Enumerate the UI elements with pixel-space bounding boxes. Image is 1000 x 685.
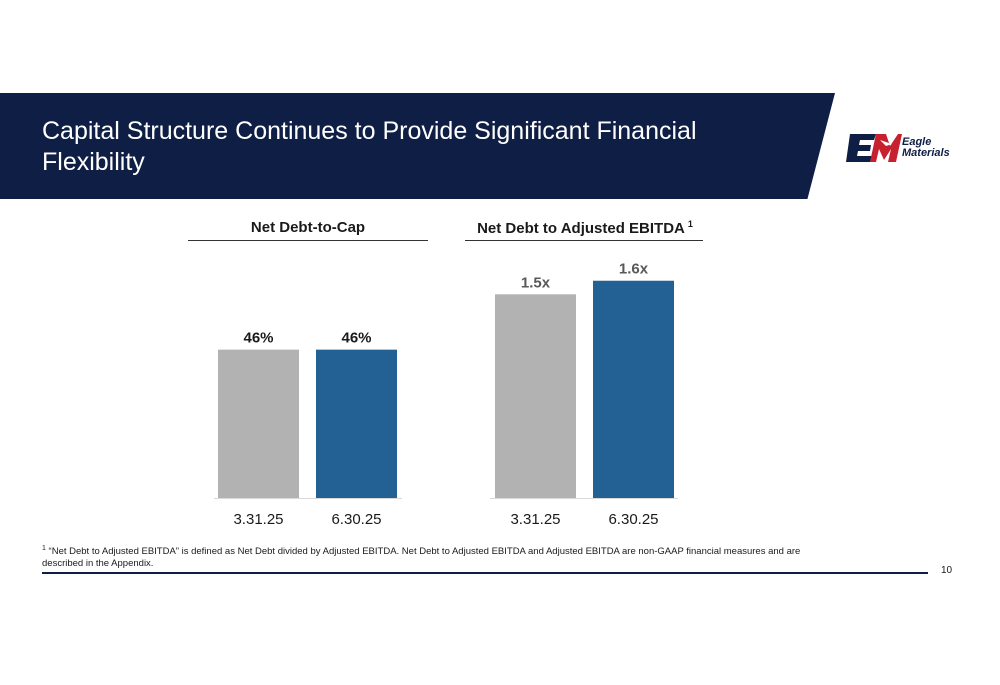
x-tick-label: 3.31.25 (233, 511, 283, 528)
eagle-materials-logo (846, 134, 902, 162)
chart-title-net-debt-to-cap: Net Debt-to-Cap (188, 219, 428, 236)
chart-title-underline (188, 240, 428, 241)
page-title: Capital Structure Continues to Provide S… (42, 117, 697, 176)
chart-title-underline (465, 240, 703, 241)
x-tick-label: 6.30.25 (608, 511, 658, 528)
data-label: 1.6x (619, 261, 649, 278)
data-label: 46% (341, 330, 371, 347)
bar (593, 280, 674, 498)
logo-text: Eagle Materials (902, 137, 950, 159)
footnote-marker: 1 (42, 545, 46, 552)
logo-text-line2: Materials (902, 147, 950, 159)
data-label: 1.5x (521, 274, 551, 291)
bar (316, 349, 397, 498)
bar-charts: 46% 3.31.25 46% 6.30.25 1.5x 3.31.25 1.6x 6.30.… (214, 261, 678, 528)
bar (495, 294, 576, 498)
data-label: 46% (243, 330, 273, 347)
chart-title-footnote-marker: 1 (687, 219, 693, 229)
chart-title-text: Net Debt to Adjusted EBITDA (477, 220, 685, 237)
footnote-text: “Net Debt to Adjusted EBITDA” is defined… (42, 546, 801, 570)
footer-rule (42, 572, 928, 574)
bar (218, 349, 299, 498)
page-number: 10 (941, 565, 953, 576)
title-banner (0, 93, 835, 199)
footnote: 1 “Net Debt to Adjusted EBITDA” is defin… (42, 543, 832, 570)
chart-title-text: Net Debt-to-Cap (250, 219, 366, 236)
x-tick-label: 6.30.25 (331, 511, 381, 528)
x-tick-label: 3.31.25 (510, 511, 560, 528)
logo-text-line1: Eagle (902, 136, 932, 148)
chart-title-net-debt-to-ebitda: Net Debt to Adjusted EBITDA 1 (460, 219, 710, 237)
